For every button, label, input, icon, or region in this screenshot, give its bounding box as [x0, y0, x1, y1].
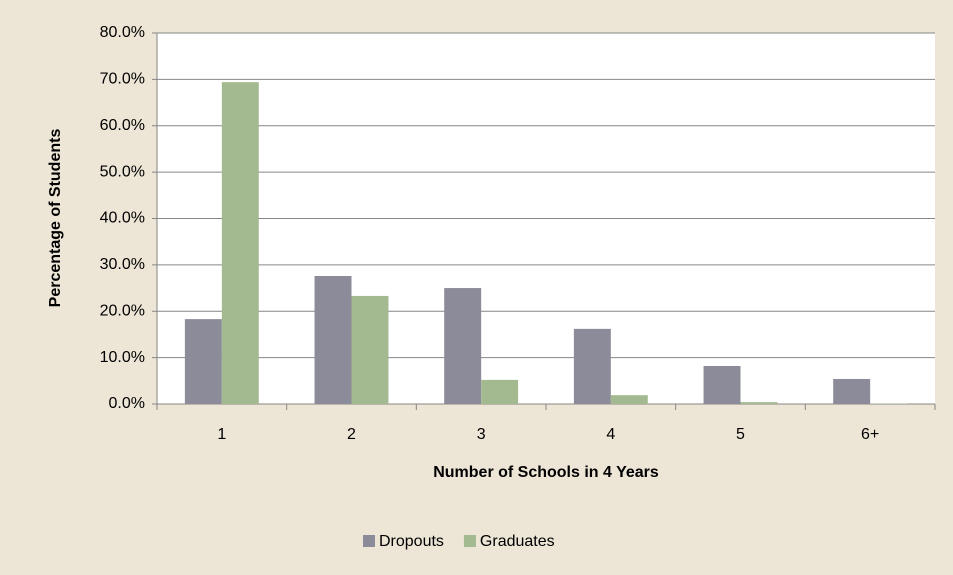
bar [314, 276, 352, 404]
legend-swatch [463, 535, 476, 547]
bar [184, 319, 222, 404]
x-tick-label: 6+ [861, 426, 879, 443]
y-tick-label: 0.0% [109, 395, 145, 412]
x-tick-label: 2 [347, 426, 356, 443]
bar [703, 365, 741, 404]
legend-swatch [363, 535, 375, 547]
bar [833, 378, 871, 404]
y-tick-label: 20.0% [100, 302, 145, 319]
y-tick-label: 10.0% [100, 349, 145, 366]
x-tick-label: 3 [477, 426, 486, 443]
y-tick-label: 40.0% [100, 210, 145, 227]
bar [481, 379, 519, 404]
legend-label: Graduates [480, 533, 555, 550]
bar [610, 395, 648, 404]
x-tick-label: 1 [217, 426, 226, 443]
y-tick-label: 80.0% [100, 24, 145, 41]
y-tick-label: 30.0% [100, 256, 145, 273]
bar [740, 402, 778, 404]
y-tick-label: 50.0% [100, 163, 145, 180]
legend-label: Dropouts [379, 533, 444, 550]
bar [351, 295, 389, 404]
x-axis-title: Number of Schools in 4 Years [433, 464, 659, 481]
bar [573, 328, 611, 404]
y-axis-title: Percentage of Students [47, 129, 64, 308]
y-tick-label: 70.0% [100, 71, 145, 88]
x-tick-label: 5 [736, 426, 745, 443]
bar [444, 288, 482, 404]
bar [221, 82, 259, 404]
x-tick-label: 4 [606, 426, 615, 443]
y-tick-label: 60.0% [100, 117, 145, 134]
